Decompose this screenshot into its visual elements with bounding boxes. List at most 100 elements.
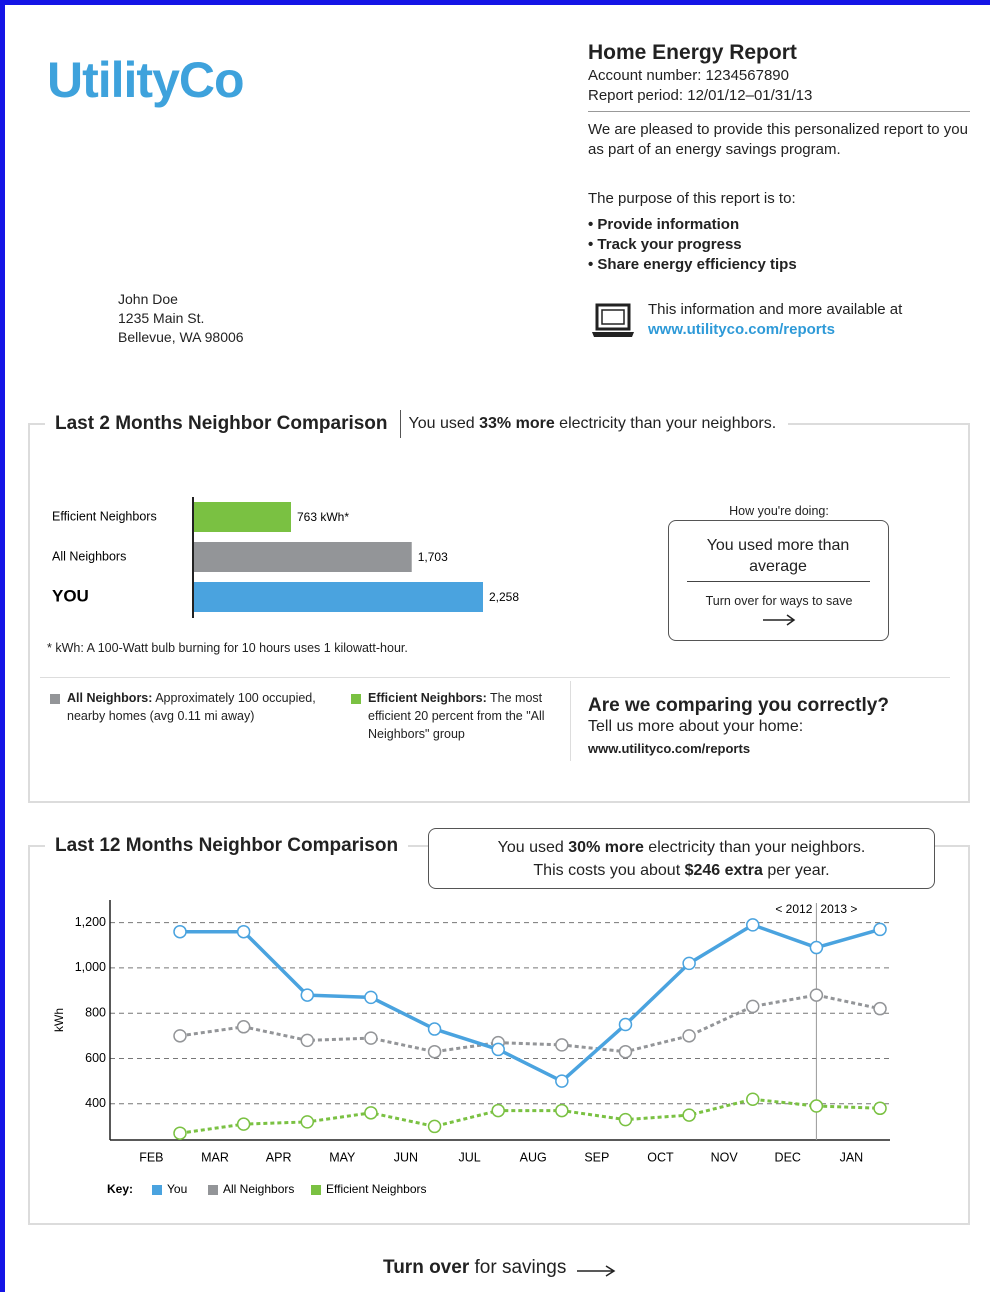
- x-tick-label: JUL: [458, 1150, 480, 1164]
- point: [555, 1038, 569, 1052]
- bullet: Provide information: [588, 215, 797, 235]
- section-title: Last 12 Months Neighbor Comparison: [45, 835, 409, 857]
- point: [364, 990, 378, 1005]
- series-line: [179, 1097, 881, 1135]
- arrow: [577, 1265, 616, 1277]
- point: [555, 1103, 569, 1118]
- point: [364, 1106, 378, 1120]
- point: [809, 988, 824, 1002]
- point: [173, 1126, 187, 1140]
- y-tick-label: 1,000: [75, 960, 106, 974]
- address-line: John Doe: [118, 291, 178, 307]
- bullets: Provide information Track your progress …: [588, 215, 797, 275]
- period: Report period: 12/01/12–01/31/13: [588, 87, 813, 104]
- annotation: 2013 >: [820, 902, 857, 916]
- point: [873, 1001, 887, 1016]
- bar: [193, 502, 291, 532]
- arrow: [763, 614, 796, 626]
- note-term: All Neighbors:: [67, 691, 153, 705]
- point: [618, 1017, 633, 1032]
- legend-swatch: [152, 1185, 162, 1195]
- annotation: < 2012: [775, 902, 812, 916]
- footer-strong: Turn over: [383, 1257, 470, 1278]
- footer: Turn over for savings: [383, 1257, 566, 1279]
- note: All Neighbors: Approximately 100 occupie…: [67, 689, 342, 725]
- x-tick-label: MAY: [329, 1150, 356, 1164]
- y-axis-label: kWh: [52, 1008, 66, 1032]
- x-tick-label: JUN: [394, 1150, 418, 1164]
- bullet: Share energy efficiency tips: [588, 255, 796, 275]
- doing-box: [668, 520, 889, 641]
- callout-strong: $246 extra: [684, 862, 763, 879]
- series-line: [180, 923, 881, 1083]
- point: [427, 1119, 442, 1134]
- y-tick-label: 400: [85, 1096, 106, 1110]
- callout: You used 30% more electricity than your …: [428, 828, 935, 889]
- x-tick-label: MAR: [201, 1150, 229, 1164]
- callout-text: You used: [497, 839, 569, 856]
- divider: [588, 111, 970, 112]
- footer-text: for savings: [469, 1257, 567, 1278]
- summary-text: You used: [408, 415, 480, 432]
- question-text: Tell us more about your home:: [588, 718, 804, 735]
- line-chart: 400 600 800 1,000 1,200 kWh FEB MAR APR MAY JUN JUL…: [52, 900, 890, 1196]
- point: [555, 1074, 569, 1088]
- doing-label: How you're doing:: [729, 504, 829, 518]
- bar: [193, 542, 412, 572]
- separator: [399, 410, 401, 438]
- divider: [40, 677, 950, 678]
- question-link[interactable]: www.utilityco.com/reports: [588, 741, 751, 756]
- category-label: All Neighbors: [52, 549, 126, 563]
- callout-text: electricity than your neighbors.: [643, 839, 866, 856]
- note: Efficient Neighbors: The most efficient …: [368, 689, 563, 743]
- x-tick-label: OCT: [647, 1150, 674, 1164]
- note-term: Efficient Neighbors:: [368, 691, 487, 705]
- point: [682, 1029, 696, 1043]
- more-info: This information and more available at: [648, 301, 903, 318]
- section-title: Last 2 Months Neighbor Comparison: [45, 413, 398, 435]
- address-line: Bellevue, WA 98006: [118, 329, 244, 345]
- doing-divider: [687, 581, 870, 582]
- point: [173, 924, 187, 939]
- callout-strong: 30% more: [568, 839, 644, 856]
- point: [746, 918, 760, 932]
- bullet: Track your progress: [588, 235, 797, 255]
- point: [236, 1020, 251, 1034]
- summary: You used 33% more electricity than your …: [409, 415, 777, 433]
- point: [809, 940, 824, 955]
- point: [300, 988, 315, 1002]
- callout-text: This costs you about: [533, 862, 685, 879]
- logo: UtilityCo: [47, 52, 245, 108]
- legend-title: Key:: [107, 1182, 133, 1196]
- legend-label: Efficient Neighbors: [326, 1182, 427, 1196]
- point: [873, 922, 887, 937]
- point: [682, 956, 696, 971]
- section-header: Last 2 Months Neighbor Comparison You us…: [45, 410, 789, 438]
- series-line: [179, 993, 881, 1054]
- point: [746, 1092, 760, 1106]
- legend-swatch: [50, 694, 60, 704]
- point: [746, 999, 760, 1014]
- footnote: * kWh: A 100-Watt bulb burning for 10 ho…: [47, 641, 408, 655]
- purpose: The purpose of this report is to:: [588, 190, 796, 207]
- x-tick-label: DEC: [775, 1150, 801, 1164]
- x-tick-label: NOV: [711, 1150, 739, 1164]
- link[interactable]: www.utilityco.com/reports: [648, 321, 835, 338]
- callout-line: You used 30% more electricity than your …: [429, 836, 934, 859]
- y-tick-label: 600: [85, 1051, 106, 1065]
- point: [809, 1099, 824, 1113]
- divider: [570, 681, 571, 761]
- point: [427, 1044, 442, 1059]
- value-label: 1,703: [418, 550, 448, 564]
- point: [236, 1117, 251, 1131]
- x-tick-label: AUG: [520, 1150, 547, 1164]
- bar: [193, 582, 483, 612]
- callout-text: per year.: [762, 862, 830, 879]
- point: [618, 1044, 633, 1059]
- legend-swatch: [311, 1185, 321, 1195]
- point: [300, 1115, 315, 1129]
- note-text: Approximately 100 occupied, nearby homes…: [67, 691, 316, 723]
- value-label: 2,258: [489, 590, 519, 604]
- summary-text: electricity than your neighbors.: [554, 415, 777, 432]
- x-tick-label: FEB: [139, 1150, 163, 1164]
